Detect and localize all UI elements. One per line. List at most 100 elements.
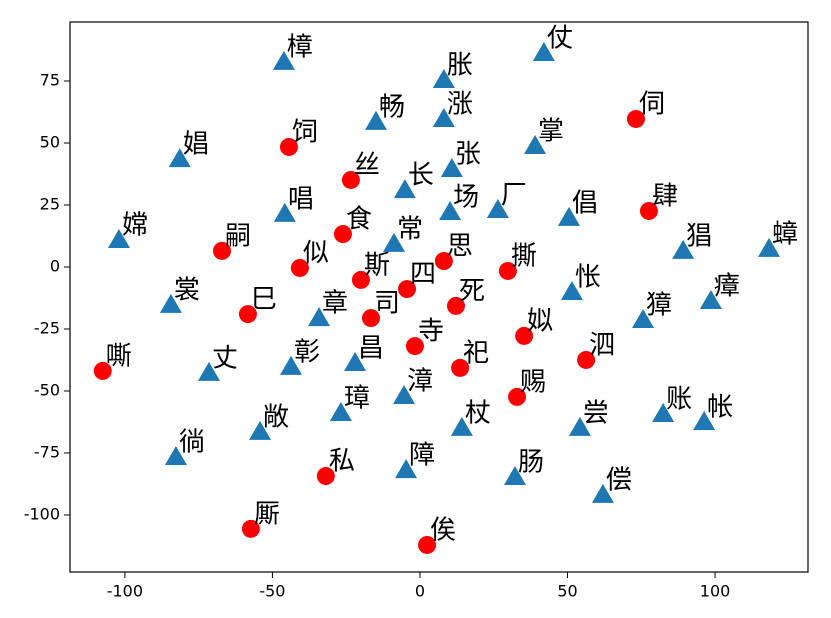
x-tick-label: 100: [700, 582, 731, 601]
point-label: 嘶: [106, 341, 132, 371]
circle-point: [316, 467, 335, 486]
point-label: 厮: [254, 499, 280, 529]
point-label: 寺: [418, 317, 444, 347]
point-label: 掌: [538, 116, 564, 146]
point-label: 怅: [575, 263, 601, 293]
circle-point: [446, 296, 465, 315]
point-label: 祀: [463, 338, 489, 368]
triangle-point: [280, 355, 303, 375]
y-tick-label: 50: [40, 133, 60, 152]
x-tick-label: 0: [415, 582, 425, 601]
point-label: 肠: [518, 448, 544, 478]
circle-point: [238, 305, 257, 324]
circle-point: [333, 225, 352, 244]
triangle-point: [107, 228, 130, 248]
point-label: 裳: [174, 275, 200, 305]
circle-point: [241, 519, 260, 538]
point-label: 似: [303, 238, 329, 268]
point-label: 伺: [639, 89, 665, 119]
circle-point: [397, 280, 416, 299]
y-tick-label: 25: [40, 195, 60, 214]
triangle-point: [395, 459, 418, 479]
triangle-point: [440, 158, 463, 178]
point-label: 巳: [251, 285, 277, 315]
point-label: 璋: [344, 384, 370, 414]
point-label: 章: [322, 289, 348, 319]
point-label: 嫦: [122, 210, 148, 240]
triangle-point: [693, 410, 716, 430]
circle-point: [508, 387, 527, 406]
triangle-point: [591, 483, 614, 503]
circle-point: [93, 361, 112, 380]
triangle-point: [168, 148, 191, 168]
triangle-point: [383, 232, 405, 252]
point-label: 长: [408, 161, 434, 191]
triangle-point: [197, 361, 220, 381]
triangle-point: [329, 402, 352, 422]
circle-point: [212, 241, 231, 260]
triangle-point: [365, 110, 387, 130]
point-label: 张: [455, 140, 481, 170]
point-label: 胀: [447, 51, 473, 81]
triangle-point: [164, 445, 187, 465]
circle-point: [290, 258, 309, 277]
point-label: 账: [666, 385, 692, 415]
plot-frame: [69, 21, 809, 573]
point-label: 四: [410, 260, 436, 290]
point-label: 獐: [646, 291, 672, 321]
point-label: 肆: [652, 181, 678, 211]
triangle-point: [557, 206, 580, 226]
circle-point: [361, 309, 380, 328]
point-label: 死: [459, 276, 485, 306]
point-label: 丝: [354, 150, 380, 180]
point-label: 食: [346, 205, 372, 235]
triangle-point: [560, 281, 583, 301]
point-label: 唱: [288, 184, 314, 214]
circle-point: [434, 252, 453, 271]
point-label: 漳: [407, 366, 433, 396]
circle-point: [418, 535, 437, 554]
circle-point: [498, 261, 517, 280]
triangle-point: [652, 403, 675, 423]
triangle-point: [393, 179, 416, 199]
point-label: 徜: [179, 427, 205, 457]
circle-point: [626, 109, 645, 128]
point-label: 厂: [501, 180, 527, 210]
triangle-point: [532, 41, 555, 61]
point-label: 丈: [212, 343, 238, 373]
x-tick-label: -100: [107, 582, 143, 601]
circle-point: [341, 170, 360, 189]
triangle-point: [249, 420, 272, 440]
circle-point: [639, 201, 658, 220]
triangle-point: [273, 202, 296, 222]
triangle-point: [432, 107, 455, 127]
point-label: 猖: [686, 221, 712, 251]
triangle-point: [450, 416, 473, 436]
triangle-point: [672, 239, 695, 259]
point-label: 畅: [379, 92, 405, 122]
y-tick-label: 0: [50, 256, 60, 275]
y-tick-label: -50: [34, 380, 60, 399]
triangle-point: [344, 351, 367, 371]
point-label: 私: [329, 447, 355, 477]
point-label: 场: [453, 182, 479, 212]
circle-point: [515, 326, 534, 345]
x-tick-label: 50: [557, 582, 577, 601]
triangle-point: [308, 307, 331, 327]
point-label: 常: [397, 214, 423, 244]
triangle-point: [503, 466, 526, 486]
circle-point: [405, 337, 424, 356]
y-tick-label: -25: [34, 318, 60, 337]
triangle-point: [272, 50, 295, 70]
point-label: 司: [374, 289, 400, 319]
triangle-point: [486, 198, 509, 218]
point-label: 涨: [447, 89, 473, 119]
point-label: 樟: [287, 32, 313, 62]
point-label: 斯: [364, 250, 390, 280]
point-label: 赐: [520, 367, 546, 397]
circle-point: [351, 270, 370, 289]
point-label: 杖: [465, 398, 491, 428]
point-label: 偿: [606, 465, 632, 495]
point-label: 帐: [707, 392, 733, 422]
